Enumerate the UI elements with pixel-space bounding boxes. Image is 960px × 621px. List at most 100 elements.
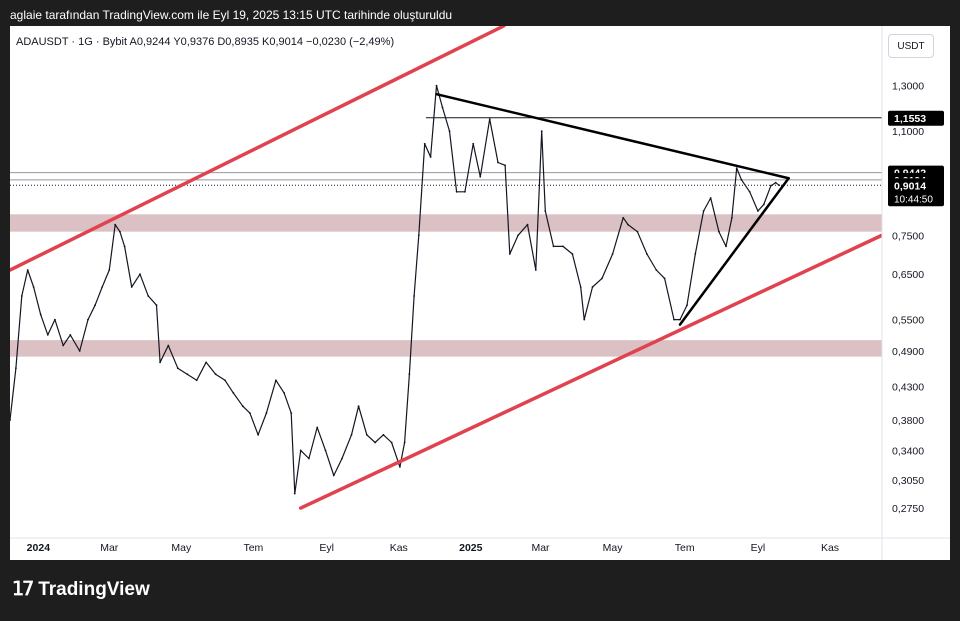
y-tick-label: 0,2750: [892, 503, 924, 515]
price-point: [601, 277, 603, 280]
price-point: [611, 253, 614, 255]
price-point: [155, 304, 158, 307]
price-point: [694, 253, 697, 255]
price-point: [534, 269, 537, 271]
price-point: [725, 245, 727, 248]
price-chart[interactable]: 1,3000 1,1000 0,7500 0,6500 0,5500 0,4900 0,43…: [10, 26, 950, 560]
price-point: [663, 277, 666, 280]
y-tick-label: 0,3800: [892, 415, 924, 427]
price-point: [293, 492, 296, 495]
price-point: [583, 318, 586, 321]
price-point: [403, 441, 406, 444]
price-point: [636, 230, 639, 233]
price-point: [374, 441, 377, 444]
price-point: [139, 273, 141, 276]
price-point: [399, 465, 401, 468]
price-point: [53, 318, 56, 321]
price-point: [718, 230, 720, 233]
price-point: [299, 449, 302, 452]
price-series-line: [10, 85, 780, 495]
y-tick-label: 0,3050: [892, 475, 924, 487]
price-point: [673, 318, 675, 321]
price-point: [341, 457, 343, 460]
price-label-badge[interactable]: [888, 178, 944, 207]
price-point: [702, 210, 705, 212]
x-tick-label: Tem: [243, 542, 263, 554]
support-zone-2: [10, 340, 882, 357]
triangle-trendline-2[interactable]: [678, 176, 790, 326]
price-point: [709, 197, 712, 199]
triangle-trendline-1[interactable]: [435, 92, 790, 180]
price-point: [679, 318, 681, 321]
price-label-badge[interactable]: [888, 110, 944, 126]
price-point: [290, 412, 293, 414]
x-tick-label: Kas: [821, 542, 839, 554]
y-tick-label: 0,5500: [892, 315, 924, 327]
chart-panel[interactable]: 1,3000 1,1000 0,7500 0,6500 0,5500 0,4900 0,43…: [10, 26, 950, 560]
price-point: [357, 405, 360, 408]
price-point: [423, 142, 426, 145]
price-label-value: 1,1553: [894, 113, 926, 125]
channel-trendline-1[interactable]: [10, 26, 506, 272]
price-point: [562, 245, 564, 248]
price-point: [108, 269, 111, 271]
price-point: [540, 130, 543, 133]
price-point: [645, 253, 648, 255]
x-tick-label: May: [171, 542, 192, 554]
price-point: [205, 361, 208, 364]
price-point: [517, 234, 519, 237]
price-point: [526, 223, 529, 226]
price-point: [46, 333, 49, 336]
price-point: [770, 184, 772, 187]
x-tick-label: Eyl: [319, 542, 334, 554]
currency-button[interactable]: USDT: [888, 34, 934, 58]
price-point: [78, 350, 81, 352]
price-point: [69, 333, 72, 336]
tradingview-brand[interactable]: 𝟣𝟩 TradingView: [12, 578, 150, 601]
brand-name: TradingView: [38, 578, 150, 600]
price-point: [32, 286, 35, 288]
price-point: [248, 412, 251, 414]
y-tick-label: 0,4300: [892, 382, 924, 394]
price-point: [324, 449, 327, 452]
price-point: [257, 433, 260, 436]
price-point: [731, 216, 733, 219]
channel-trendline-2[interactable]: [298, 233, 884, 510]
price-point: [757, 210, 759, 212]
price-point: [686, 304, 688, 307]
price-point: [762, 203, 765, 206]
x-tick-label: 2025: [459, 542, 483, 554]
price-point: [544, 210, 547, 212]
price-point: [382, 433, 385, 436]
price-point: [591, 286, 594, 288]
price-point: [94, 304, 96, 307]
tradingview-logo-icon: 𝟣𝟩: [12, 579, 34, 600]
price-point: [130, 286, 133, 288]
price-point: [390, 441, 393, 444]
x-tick-label: Eyl: [751, 542, 766, 554]
y-tick-label: 0,3400: [892, 445, 924, 457]
price-point: [283, 392, 286, 394]
chart-attribution: aglaie tarafından TradingView.com ile Ey…: [10, 8, 453, 22]
x-tick-label: May: [603, 542, 624, 554]
price-point: [472, 142, 475, 145]
price-point: [365, 433, 368, 436]
x-tick-label: Kas: [390, 542, 408, 554]
x-tick-label: 2024: [27, 542, 51, 554]
y-tick-label: 0,7500: [892, 230, 924, 242]
support-zone-1: [10, 214, 882, 232]
price-point: [417, 234, 420, 237]
price-point: [241, 405, 244, 408]
price-point: [408, 373, 411, 376]
price-point: [123, 245, 126, 248]
price-point: [448, 130, 451, 133]
price-point: [39, 313, 42, 316]
price-point: [740, 178, 743, 181]
price-point: [622, 216, 625, 219]
symbol-legend: ADAUSDT · 1G · Bybit A0,9244 Y0,9376 D0,…: [16, 36, 395, 48]
price-point: [274, 379, 277, 382]
price-point: [176, 367, 179, 370]
y-tick-label: 1,3000: [892, 81, 924, 93]
price-point: [332, 474, 335, 477]
price-point: [186, 373, 189, 376]
